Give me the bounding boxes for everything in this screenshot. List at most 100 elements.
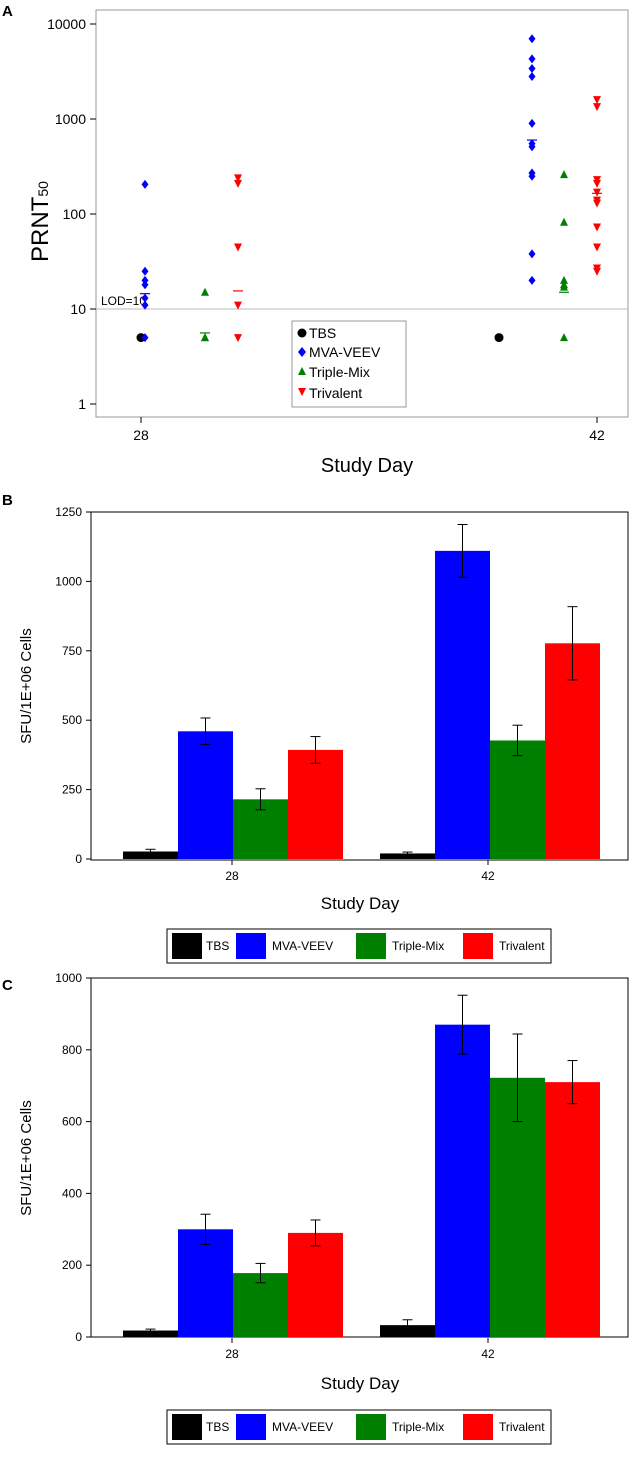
- panel-c-error-bar-triple-mix-day-28: [255, 1262, 266, 1284]
- panel-c-plot-frame: [90, 977, 629, 1338]
- legend-marker-triple-mix: [298, 367, 306, 375]
- scatter-point-triple-mix-day-42: [560, 170, 568, 179]
- legend-label-mva-veev: MVA-VEEV: [272, 939, 333, 953]
- scatter-point-trivalent-day-42: [593, 243, 601, 252]
- legend-swatch-mva-veev: [236, 933, 266, 959]
- scatter-point-triple-mix-day-28: [201, 287, 209, 296]
- scatter-point-mva-veev-day-42: [528, 249, 536, 259]
- panel-b-error-bar-trivalent-day-42: [567, 606, 578, 681]
- panel-b-error-bar-mva-veev-day-28: [200, 717, 211, 746]
- scatter-point-mva-veev-day-42: [528, 275, 536, 285]
- scatter-point-trivalent-day-42: [593, 179, 601, 188]
- panel-b-x-axis: 28 42 Study Day: [225, 860, 495, 913]
- scatter-point-mva-veev-day-28: [141, 300, 149, 310]
- panel-b-ytick-label: 750: [62, 644, 82, 658]
- panel-c-y-axis: 0 200 400 600 800 1000: [55, 971, 91, 1344]
- panel-c-x-axis: 28 42 Study Day: [225, 1338, 495, 1393]
- panel-a-x-axis: 28 42 Study Day: [133, 417, 605, 477]
- panel-a-ytick-label: 10: [70, 301, 86, 317]
- panel-c-bar-mva-veev-day-42: [435, 1024, 490, 1337]
- scatter-point-trivalent-day-28: [234, 243, 242, 252]
- panel-c-ytick-label: 0: [75, 1330, 82, 1344]
- panel-b: B 0 250 500 750 1000 1250 SFU/1E+06 Cell…: [2, 492, 629, 964]
- scatter-point-mva-veev-day-42: [528, 118, 536, 128]
- scatter-point-trivalent-day-28: [234, 174, 242, 183]
- scatter-point-triple-mix-day-42: [560, 217, 568, 226]
- panel-a-ytick-label: 1: [78, 396, 86, 412]
- scatter-point-mva-veev-day-42: [528, 64, 536, 74]
- scatter-point-trivalent-day-28: [234, 179, 242, 188]
- scatter-point-trivalent-day-28: [234, 301, 242, 310]
- panel-c-legend: TBS MVA-VEEV Triple-Mix Trivalent: [166, 1409, 552, 1445]
- scatter-point-trivalent-day-42: [593, 223, 601, 232]
- legend-swatch-mva-veev: [236, 1414, 266, 1440]
- panel-a-ylabel-sub: 50: [35, 181, 51, 197]
- panel-c-ytick-label: 400: [62, 1186, 82, 1200]
- panel-c-bar-trivalent-day-42: [545, 1082, 600, 1337]
- panel-a-xtick-label: 28: [133, 427, 149, 443]
- panel-b-ytick-label: 250: [62, 783, 82, 797]
- panel-b-bars: [123, 523, 600, 859]
- panel-c-letter: C: [2, 977, 13, 994]
- legend-label-triple-mix: Triple-Mix: [392, 939, 444, 953]
- legend-label-trivalent: Trivalent: [499, 1420, 545, 1434]
- panel-b-bar-tbs-day-42: [380, 853, 435, 859]
- legend-label-triple-mix: Triple-Mix: [309, 364, 370, 380]
- scatter-point-mva-veev-day-28: [141, 293, 149, 303]
- scatter-point-mva-veev-day-42: [528, 171, 536, 181]
- panel-c-ytick-label: 200: [62, 1258, 82, 1272]
- panel-a-x-axis-title: Study Day: [321, 455, 413, 477]
- panel-c-xtick-label: 42: [481, 1347, 495, 1361]
- panel-b-legend: TBS MVA-VEEV Triple-Mix Trivalent: [166, 928, 552, 964]
- panel-c-bar-tbs-day-42: [380, 1325, 435, 1337]
- panel-b-xtick-label: 28: [225, 869, 239, 883]
- panel-c-y-axis-title: SFU/1E+06 Cells: [18, 1100, 35, 1215]
- legend-marker-mva-veev: [298, 347, 306, 357]
- scatter-point-trivalent-day-42: [593, 199, 601, 208]
- panel-c-bars: [123, 994, 600, 1337]
- panel-b-bar-tbs-day-28: [123, 851, 178, 859]
- legend-label-trivalent: Trivalent: [499, 939, 545, 953]
- panel-c-error-bar-trivalent-day-42: [567, 1060, 578, 1105]
- legend-swatch-trivalent: [463, 933, 493, 959]
- legend-marker-tbs: [297, 328, 307, 338]
- panel-c-ytick-label: 800: [62, 1043, 82, 1057]
- panel-b-bar-triple-mix-day-42: [490, 740, 545, 859]
- scatter-point-triple-mix-day-28: [201, 333, 209, 342]
- panel-b-ytick-label: 500: [62, 713, 82, 727]
- panel-c-error-bar-mva-veev-day-28: [200, 1213, 211, 1245]
- scatter-point-trivalent-day-28: [234, 334, 242, 343]
- scatter-point-mva-veev-day-28: [141, 333, 149, 343]
- panel-c: C 0 200 400 600 800 1000 SFU/1E+06 Cells…: [2, 971, 629, 1445]
- scatter-point-mva-veev-day-28: [141, 179, 149, 189]
- panel-a-y-axis: 10000 1000 100 10 1: [47, 16, 96, 412]
- panel-c-bar-tbs-day-28: [123, 1330, 178, 1337]
- panel-c-ytick-label: 600: [62, 1115, 82, 1129]
- legend-label-mva-veev: MVA-VEEV: [272, 1420, 333, 1434]
- panel-b-error-bar-tbs-day-28: [145, 848, 156, 855]
- legend-swatch-triple-mix: [356, 933, 386, 959]
- panel-c-x-axis-title: Study Day: [321, 1374, 400, 1393]
- panel-a-ytick-label: 100: [63, 206, 87, 222]
- panel-b-bar-mva-veev-day-42: [435, 550, 490, 859]
- scatter-point-trivalent-day-42: [593, 267, 601, 276]
- panel-b-error-bar-mva-veev-day-42: [457, 523, 468, 578]
- panel-b-x-axis-title: Study Day: [321, 894, 400, 913]
- legend-label-mva-veev: MVA-VEEV: [309, 344, 381, 360]
- panel-b-bar-trivalent-day-28: [288, 749, 343, 859]
- panel-a-legend: TBS MVA-VEEV Triple-Mix Trivalent: [291, 320, 407, 408]
- panel-a-legend-box: [291, 320, 407, 408]
- panel-c-bar-triple-mix-day-28: [233, 1273, 288, 1337]
- panel-a-xtick-label: 42: [589, 427, 605, 443]
- scatter-point-mva-veev-day-28: [141, 266, 149, 276]
- panel-b-error-bar-trivalent-day-28: [310, 736, 321, 764]
- scatter-point-mva-veev-day-42: [528, 142, 536, 152]
- panel-b-xtick-label: 42: [481, 869, 495, 883]
- lod-label: LOD=10: [101, 294, 146, 308]
- panel-b-plot-frame: [90, 511, 629, 861]
- scatter-point-trivalent-day-42: [593, 103, 601, 112]
- panel-b-error-bar-triple-mix-day-42: [512, 724, 523, 757]
- legend-label-trivalent: Trivalent: [309, 385, 362, 401]
- panel-a-scatter-marks: [136, 34, 602, 343]
- panel-b-bar-mva-veev-day-28: [178, 731, 233, 859]
